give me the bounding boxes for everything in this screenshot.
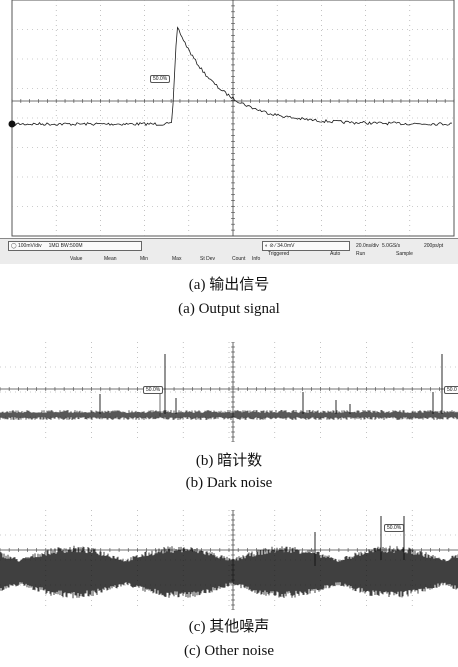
caption-b-cn: (b) 暗计数 [195, 453, 263, 469]
other-noise-scope: 50.0% [0, 510, 458, 610]
dark-count-spikes [99, 354, 443, 414]
measure-header-max: Max [172, 256, 182, 262]
output-signal-scope: 50.0% ◯ 100mV/div 1MΩ BW:500M ◐ ⊘ ⁄ 34.0… [0, 0, 458, 264]
measure-header-stdev: St Dev [200, 256, 216, 262]
measure-header-count: Count [232, 256, 246, 262]
bandwidth: BW:500M [60, 243, 83, 249]
trigger-settings[interactable]: ◐ ⊘ ⁄ 34.0mV [262, 241, 350, 251]
caption-a-cn: (a) 输出信号 [188, 277, 270, 293]
caption-c-en: (c) Other noise [184, 643, 274, 659]
channel-marker-icon [8, 120, 16, 128]
other-noise-screen [0, 510, 458, 610]
dark-noise-screen [0, 342, 458, 442]
channel-icon: ◯ [11, 243, 17, 249]
noise-spikes [314, 516, 405, 566]
caption-c-cn: (c) 其他噪声 [188, 619, 270, 635]
channel-settings[interactable]: ◯ 100mV/div 1MΩ BW:500M [8, 241, 142, 251]
cursor-label: 50.0% [384, 524, 405, 532]
scope-grid [11, 0, 455, 237]
cursor-label-right: 50.0 [444, 386, 458, 394]
acquisition-mode: Sample [396, 251, 413, 257]
trigger-level: 34.0mV [277, 243, 295, 249]
measure-header-value: Value [70, 256, 83, 262]
measure-header-min: Min [140, 256, 149, 262]
trigger-icon: ◐ ⊘ ⁄ [265, 243, 276, 249]
cursor-label: 50.0% [150, 75, 171, 83]
trigger-mode: Auto [330, 251, 341, 257]
trigger-state: Triggered [268, 251, 290, 257]
sample-rate: 5.0GS/s [382, 243, 401, 249]
dark-noise-trace [0, 410, 458, 420]
run-state: Run [356, 251, 366, 257]
dark-noise-scope: 50.0% 50.0 [0, 342, 458, 442]
output-signal-trace [13, 26, 453, 127]
resolution: 200ps/pt [424, 243, 444, 249]
measure-header-mean: Mean [104, 256, 117, 262]
caption-a-en: (a) Output signal [178, 301, 280, 317]
scope-status-bar: ◯ 100mV/div 1MΩ BW:500M ◐ ⊘ ⁄ 34.0mV Tri… [0, 238, 458, 264]
scope-grid [0, 342, 458, 442]
caption-b-en: (b) Dark noise [185, 475, 273, 491]
impedance: 1MΩ [48, 243, 60, 249]
cursor-label: 50.0% [143, 386, 164, 394]
output-signal-screen [8, 0, 455, 237]
measure-header-info: Info [252, 256, 261, 262]
vertical-scale: 100mV/div [18, 243, 42, 249]
other-noise-trace [0, 545, 458, 599]
timebase: 20.0ns/div [356, 243, 379, 249]
